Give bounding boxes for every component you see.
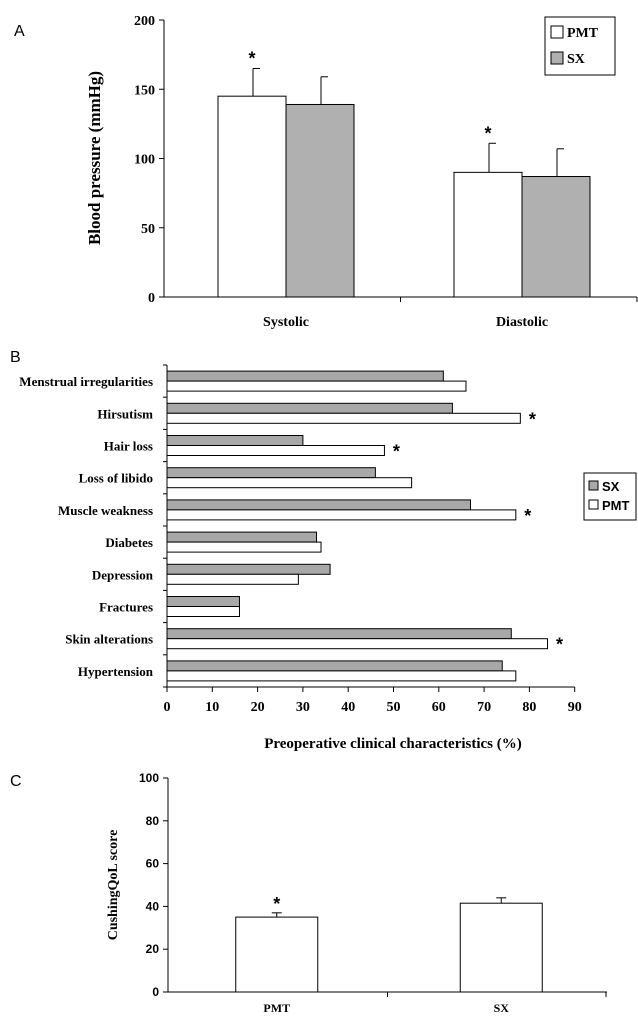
bar (166, 370, 444, 382)
significance-marker: * (248, 48, 255, 68)
y-tick-label: Menstrual irregularities (19, 374, 153, 389)
bar (166, 380, 467, 392)
bar (235, 916, 319, 993)
x-tick-label: Diastolic (496, 315, 548, 330)
bar (166, 412, 521, 424)
y-tick-label: 0 (148, 291, 155, 306)
bar (285, 103, 355, 298)
bar (166, 660, 503, 672)
x-tick-label: 30 (296, 700, 310, 715)
x-tick-label: 90 (568, 700, 582, 715)
bar (166, 509, 517, 521)
y-tick-label: Hair loss (104, 439, 153, 454)
bar (453, 171, 523, 298)
bars: * (235, 894, 543, 993)
bar (459, 902, 543, 993)
x-tick-label: 80 (522, 700, 536, 715)
bar (166, 628, 512, 640)
bar (166, 445, 385, 456)
bars: * * * * (166, 370, 563, 682)
y-tick-label: 40 (146, 899, 160, 913)
bar (166, 435, 304, 446)
x-axis-label: Preoperative clinical characteristics (%… (264, 736, 522, 752)
bar (166, 638, 549, 650)
legend: SX PMT (583, 472, 637, 521)
legend-label: SX (602, 479, 620, 494)
significance-marker: * (524, 506, 531, 526)
legend: PMT SX (544, 16, 616, 76)
y-tick-label: Loss of libido (79, 471, 153, 486)
bar (166, 563, 331, 575)
y-tick-label: Hirsutism (97, 406, 153, 421)
x-tick-label: 50 (387, 700, 401, 715)
x-tick-label: 70 (477, 700, 491, 715)
x-tick-label: PMT (263, 1001, 290, 1015)
panel-label: B (10, 349, 21, 366)
legend-swatch (550, 25, 564, 39)
x-tick-label: 10 (205, 700, 219, 715)
y-tick-label: 50 (141, 222, 155, 237)
panel-label: C (10, 773, 22, 790)
y-axis-label: CushingQoL score (106, 830, 121, 941)
bar (166, 531, 317, 543)
x-tick-label: 0 (164, 700, 171, 715)
x-tick-label: 60 (432, 700, 446, 715)
y-axis-label: Blood pressure (mmHg) (85, 71, 104, 245)
bar (166, 499, 472, 511)
significance-marker: * (273, 894, 280, 914)
legend-label: PMT (602, 498, 630, 513)
y-tick-label: Muscle weakness (58, 503, 153, 518)
bar (217, 95, 287, 298)
panel-c: C CushingQoL score 0 20 40 60 80 100 PMT SX * (10, 771, 607, 1015)
y-tick-label: 100 (139, 771, 159, 785)
bar (166, 596, 240, 607)
legend-swatch (550, 51, 564, 65)
x-tick-label: SX (494, 1001, 510, 1015)
legend-label: SX (567, 52, 585, 67)
panel-b: B 0 10 20 30 40 50 60 70 80 90 Menstrual irregular… (10, 349, 637, 752)
panel-label: A (14, 23, 25, 40)
axes: 0 10 20 30 40 50 60 70 80 90 Menstrual irregularit… (19, 364, 582, 715)
y-tick-label: Depression (92, 567, 154, 582)
bar (166, 573, 299, 585)
y-tick-label: 150 (134, 83, 155, 98)
y-tick-label: Hypertension (78, 664, 154, 679)
bar (166, 477, 413, 489)
legend-swatch (588, 499, 599, 510)
y-tick-label: 100 (134, 153, 155, 168)
y-tick-label: Fractures (99, 600, 153, 615)
axes: 0 50 100 150 200 Systolic Diastolic (134, 14, 638, 330)
y-tick-label: 60 (146, 857, 160, 871)
x-tick-label: 20 (251, 700, 265, 715)
y-tick-label: 20 (146, 942, 160, 956)
bar (166, 670, 517, 682)
bar (166, 541, 322, 553)
y-tick-label: 80 (146, 814, 160, 828)
significance-marker: * (556, 635, 563, 655)
bars: ** (217, 48, 591, 298)
x-tick-label: Systolic (263, 315, 309, 330)
bar (166, 606, 240, 617)
legend-label: PMT (567, 26, 599, 41)
significance-marker: * (393, 442, 400, 462)
y-tick-label: 200 (134, 14, 155, 29)
bar (521, 176, 591, 298)
significance-marker: * (529, 409, 536, 429)
y-tick-label: Diabetes (105, 535, 153, 550)
bar (166, 467, 376, 479)
significance-marker: * (484, 123, 491, 143)
y-tick-label: Skin alterations (65, 632, 153, 647)
y-tick-label: 0 (152, 985, 159, 999)
bar (166, 402, 453, 414)
panel-a: A Blood pressure (mmHg) 0 50 100 150 200 Syst… (14, 14, 638, 330)
legend-swatch (588, 480, 599, 491)
x-tick-label: 40 (341, 700, 355, 715)
